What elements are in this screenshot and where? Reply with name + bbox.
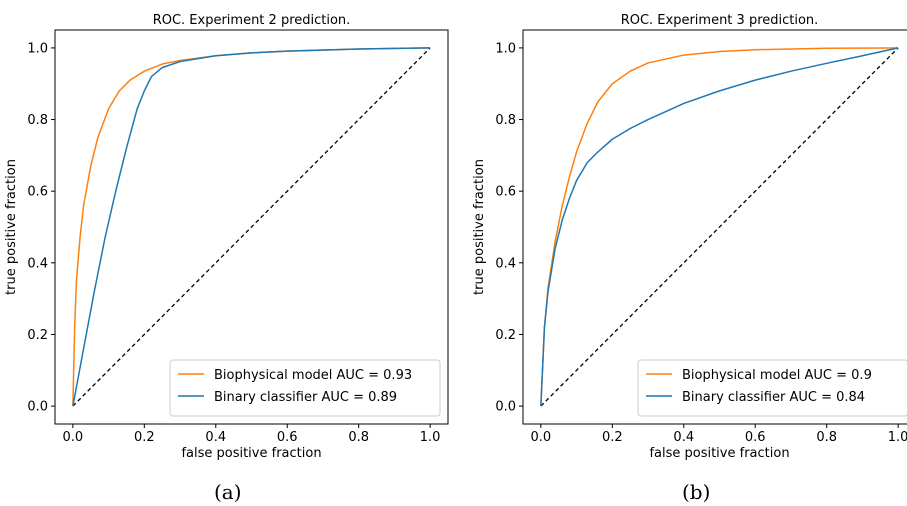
x-tick-label: 0.2	[134, 430, 155, 445]
x-tick-label: 0.2	[602, 430, 623, 445]
plot-area	[72, 47, 431, 407]
x-tick-label: 0.0	[63, 430, 84, 445]
y-tick-label: 0.4	[495, 256, 516, 271]
y-tick-label: 0.0	[27, 400, 48, 415]
chance-diagonal	[72, 47, 431, 407]
y-tick-label: 0.0	[495, 400, 516, 415]
caption-b: (b)	[682, 480, 711, 504]
x-tick-label: 1.0	[888, 430, 907, 445]
x-tick-label: 0.0	[531, 430, 552, 445]
y-tick-label: 0.6	[27, 185, 48, 200]
chart-panel-2: ROC. Experiment 3 prediction. 0.0 0.2 0.4 0.…	[472, 13, 907, 461]
x-tick-label: 1.0	[420, 430, 441, 445]
y-tick-label: 0.4	[27, 256, 48, 271]
y-tick-label: 0.2	[495, 328, 516, 343]
chart-panel-1: ROC. Experiment 2 prediction. 0.0 0.2 0.4 0.…	[4, 13, 449, 461]
x-axis-label: false positive fraction	[649, 446, 789, 461]
y-axis-label: true positive fraction	[472, 159, 487, 295]
plot-area	[540, 47, 899, 407]
x-axis-label: false positive fraction	[181, 446, 321, 461]
legend-label: Binary classifier AUC = 0.89	[214, 390, 397, 405]
chart-title: ROC. Experiment 3 prediction.	[621, 13, 819, 28]
plot-frame	[54, 29, 449, 425]
y-tick-label: 1.0	[27, 41, 48, 56]
y-tick-label: 0.8	[495, 113, 516, 128]
caption-a: (a)	[214, 480, 242, 504]
series-line-2	[72, 47, 431, 407]
legend-label: Biophysical model AUC = 0.9	[682, 368, 872, 383]
legend-box	[637, 359, 907, 417]
legend-box	[169, 359, 441, 417]
chart-title: ROC. Experiment 2 prediction.	[153, 13, 351, 28]
x-tick-label: 0.6	[277, 430, 298, 445]
legend-label: Binary classifier AUC = 0.84	[682, 390, 865, 405]
y-axis-label: true positive fraction	[4, 159, 19, 295]
x-tick-label: 0.8	[816, 430, 837, 445]
plot-frame	[522, 29, 907, 425]
legend-label: Biophysical model AUC = 0.93	[214, 368, 412, 383]
x-tick-label: 0.8	[348, 430, 369, 445]
y-tick-label: 0.6	[495, 185, 516, 200]
x-tick-label: 0.4	[673, 430, 694, 445]
y-tick-label: 1.0	[495, 41, 516, 56]
chance-diagonal	[540, 47, 899, 407]
y-tick-label: 0.8	[27, 113, 48, 128]
x-tick-label: 0.4	[205, 430, 226, 445]
series-line-1	[540, 47, 899, 407]
y-tick-label: 0.2	[27, 328, 48, 343]
series-line-2	[540, 47, 899, 407]
x-tick-label: 0.6	[745, 430, 766, 445]
